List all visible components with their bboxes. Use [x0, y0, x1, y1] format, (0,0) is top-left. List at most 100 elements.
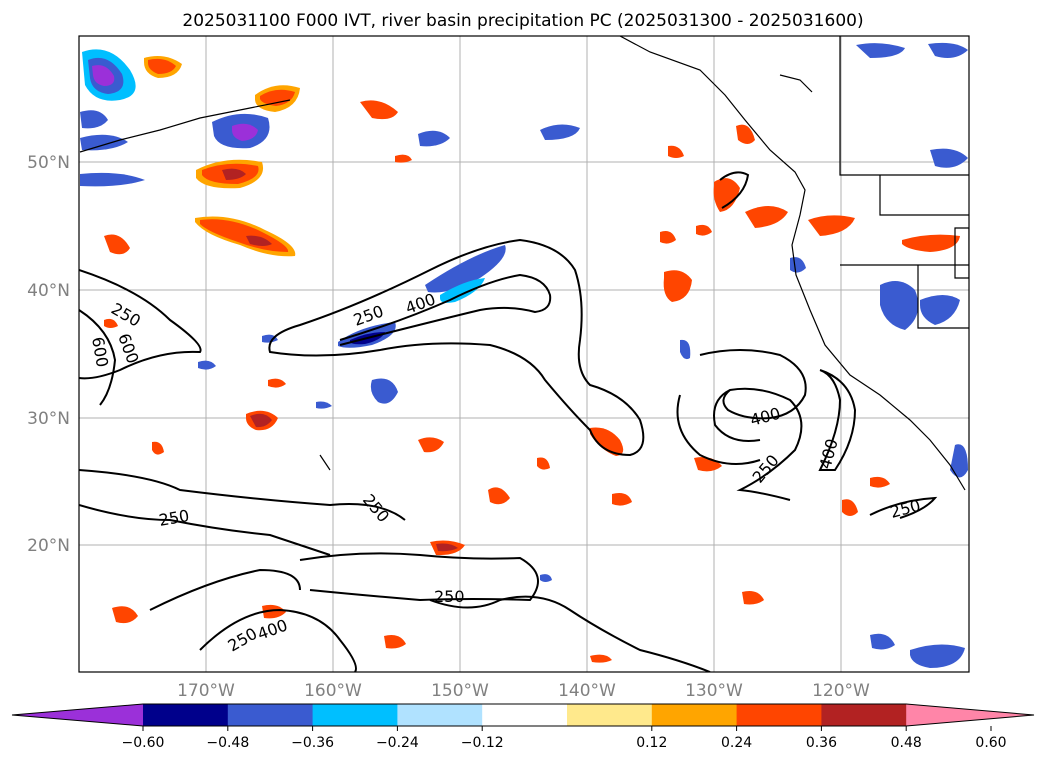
lon-label-120w: 120°W — [812, 681, 870, 701]
ivt-contour-250 — [299, 552, 539, 602]
lon-label-160w: 160°W — [304, 681, 362, 701]
blob — [104, 318, 118, 328]
blob — [80, 172, 145, 187]
colorbar-segment — [312, 704, 398, 726]
lon-label-140w: 140°W — [558, 681, 616, 701]
blob — [910, 644, 965, 668]
colorbar-tick-label: 0.60 — [975, 735, 1006, 751]
negative-anomaly-blobs — [80, 42, 968, 668]
blob — [418, 437, 444, 453]
colorbar-tick-label: −0.36 — [291, 735, 334, 751]
colorbar-extend-low — [12, 704, 143, 726]
colorbar-extend-high — [906, 704, 1034, 726]
island — [319, 454, 331, 471]
blob — [198, 360, 216, 370]
blob — [590, 427, 624, 456]
ivt-contour-600 — [79, 309, 117, 406]
blob — [920, 295, 960, 325]
blob — [950, 444, 968, 478]
blob — [870, 476, 890, 488]
graticule — [79, 36, 969, 672]
ivt-contour-250 — [713, 387, 803, 501]
blob — [612, 493, 632, 506]
colorbar-tick-label: 0.36 — [806, 735, 837, 751]
blob — [370, 378, 398, 404]
blob — [713, 178, 740, 212]
blob — [488, 487, 510, 505]
colorbar-tick-label: −0.60 — [122, 735, 165, 751]
ivt-contours — [79, 171, 938, 672]
colorbar-segment — [567, 704, 653, 726]
latitude-labels: 50°N 40°N 30°N 20°N — [27, 153, 70, 556]
blob — [104, 234, 130, 255]
blob — [80, 110, 108, 129]
blob — [436, 543, 458, 552]
blob — [80, 134, 128, 151]
colorbar-segment — [736, 704, 822, 726]
longitude-labels: 170°W 160°W 150°W 140°W 130°W 120°W — [177, 681, 870, 701]
state-border — [954, 227, 969, 279]
colorbar-segment — [821, 704, 907, 726]
colorbar-segment — [227, 704, 314, 726]
blob — [668, 145, 684, 158]
lon-label-170w: 170°W — [177, 681, 235, 701]
colorbar-segment — [482, 704, 568, 726]
island — [779, 74, 813, 93]
contour-label: 250 — [434, 587, 465, 606]
blob — [440, 278, 485, 303]
blob — [736, 124, 755, 144]
blob — [222, 168, 246, 180]
colorbar-tick-label: 0.24 — [721, 735, 752, 751]
blob — [540, 124, 580, 140]
blob — [148, 58, 176, 74]
colorbar-tick-label: 0.48 — [891, 735, 922, 751]
blob — [902, 234, 960, 252]
blob — [808, 215, 855, 236]
blob — [232, 123, 258, 141]
blob — [663, 270, 692, 302]
blob — [930, 148, 968, 168]
blob — [360, 100, 398, 120]
colorbar-segment — [397, 704, 483, 726]
lon-label-130w: 130°W — [685, 681, 743, 701]
blob — [696, 224, 712, 236]
blob — [384, 635, 406, 649]
ivt-contour-250 — [676, 394, 761, 465]
ivt-contour-400 — [818, 369, 857, 471]
state-border — [917, 265, 969, 329]
ivt-contour-250 — [268, 238, 645, 457]
map-frame — [78, 35, 970, 673]
blob — [260, 89, 295, 106]
lat-label-40n: 40°N — [27, 281, 70, 301]
precipitation-pc-fill — [80, 42, 968, 668]
blob — [660, 231, 676, 244]
blob — [880, 281, 919, 330]
colorbar-segment — [143, 704, 229, 726]
blob — [425, 245, 506, 293]
blob — [246, 235, 272, 246]
blob — [742, 591, 764, 605]
lat-label-50n: 50°N — [27, 153, 70, 173]
positive-anomaly-blobs — [104, 56, 960, 663]
blob — [870, 633, 895, 650]
lon-label-150w: 150°W — [431, 681, 489, 701]
blob — [92, 65, 115, 86]
blob — [590, 654, 612, 663]
north-america-coast — [619, 36, 966, 491]
ivt-contour-250 — [429, 595, 711, 672]
state-border — [879, 175, 969, 216]
ivt-contour-400 — [339, 273, 552, 346]
colorbar: −0.60 −0.48 −0.36 −0.24 −0.12 0.12 0.24 0.36 0.4… — [11, 703, 1035, 751]
blob — [250, 413, 272, 428]
blob — [537, 457, 550, 470]
colorbar-tick-label: −0.48 — [206, 735, 249, 751]
blob — [745, 206, 788, 228]
figure-title: 2025031100 F000 IVT, river basin precipi… — [182, 11, 863, 31]
blob — [928, 42, 968, 58]
lat-label-30n: 30°N — [27, 409, 70, 429]
lat-label-20n: 20°N — [27, 536, 70, 556]
ivt-contour-250 — [149, 568, 301, 611]
map-area — [79, 36, 969, 672]
blob — [395, 154, 412, 163]
